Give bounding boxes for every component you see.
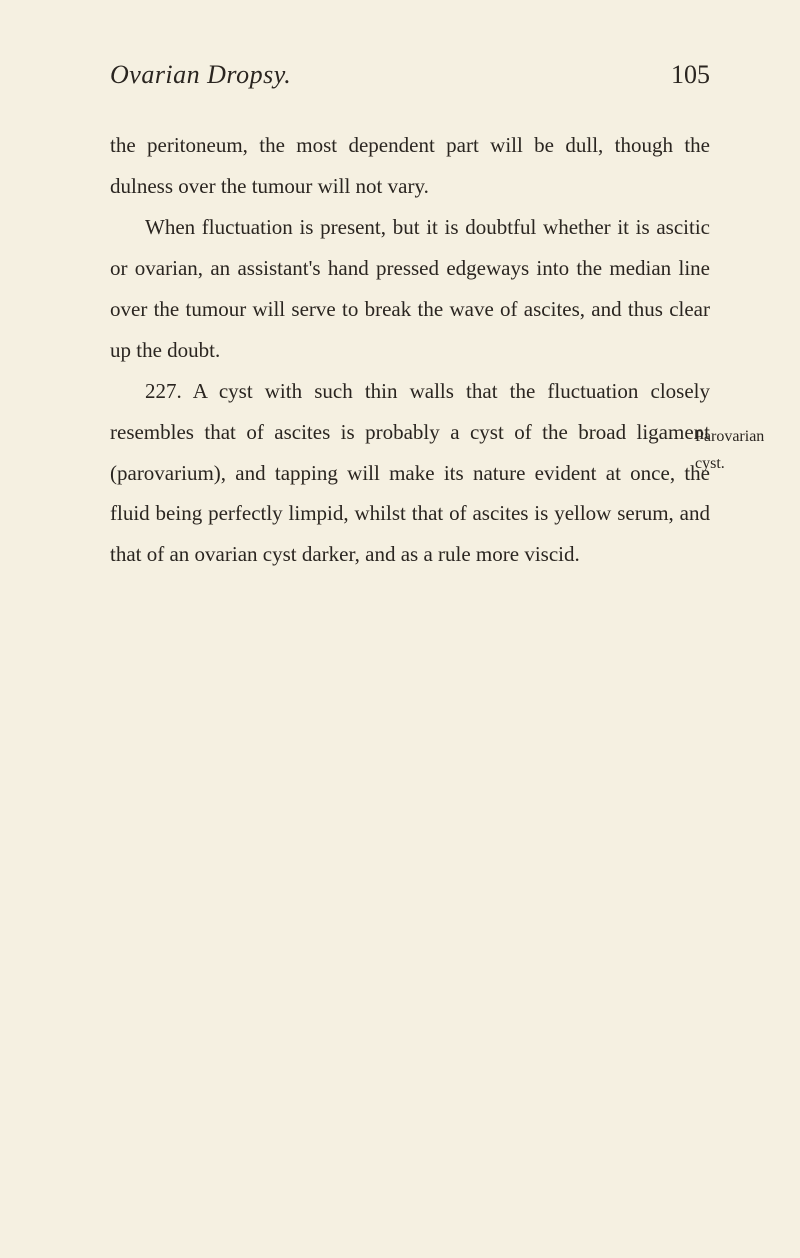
margin-note-cyst: cyst. — [695, 452, 775, 476]
page-title: Ovarian Dropsy. — [110, 60, 291, 90]
paragraph-1: the peritoneum, the most dependent part … — [110, 125, 710, 207]
body-content: the peritoneum, the most dependent part … — [110, 125, 710, 575]
paragraph-2: When fluctuation is present, but it is d… — [110, 207, 710, 371]
margin-note-parovarian: Parovarian — [695, 425, 775, 449]
page-number: 105 — [671, 60, 710, 90]
page-header: Ovarian Dropsy. 105 — [110, 60, 710, 90]
paragraph-3: 227. A cyst with such thin walls that th… — [110, 371, 710, 576]
